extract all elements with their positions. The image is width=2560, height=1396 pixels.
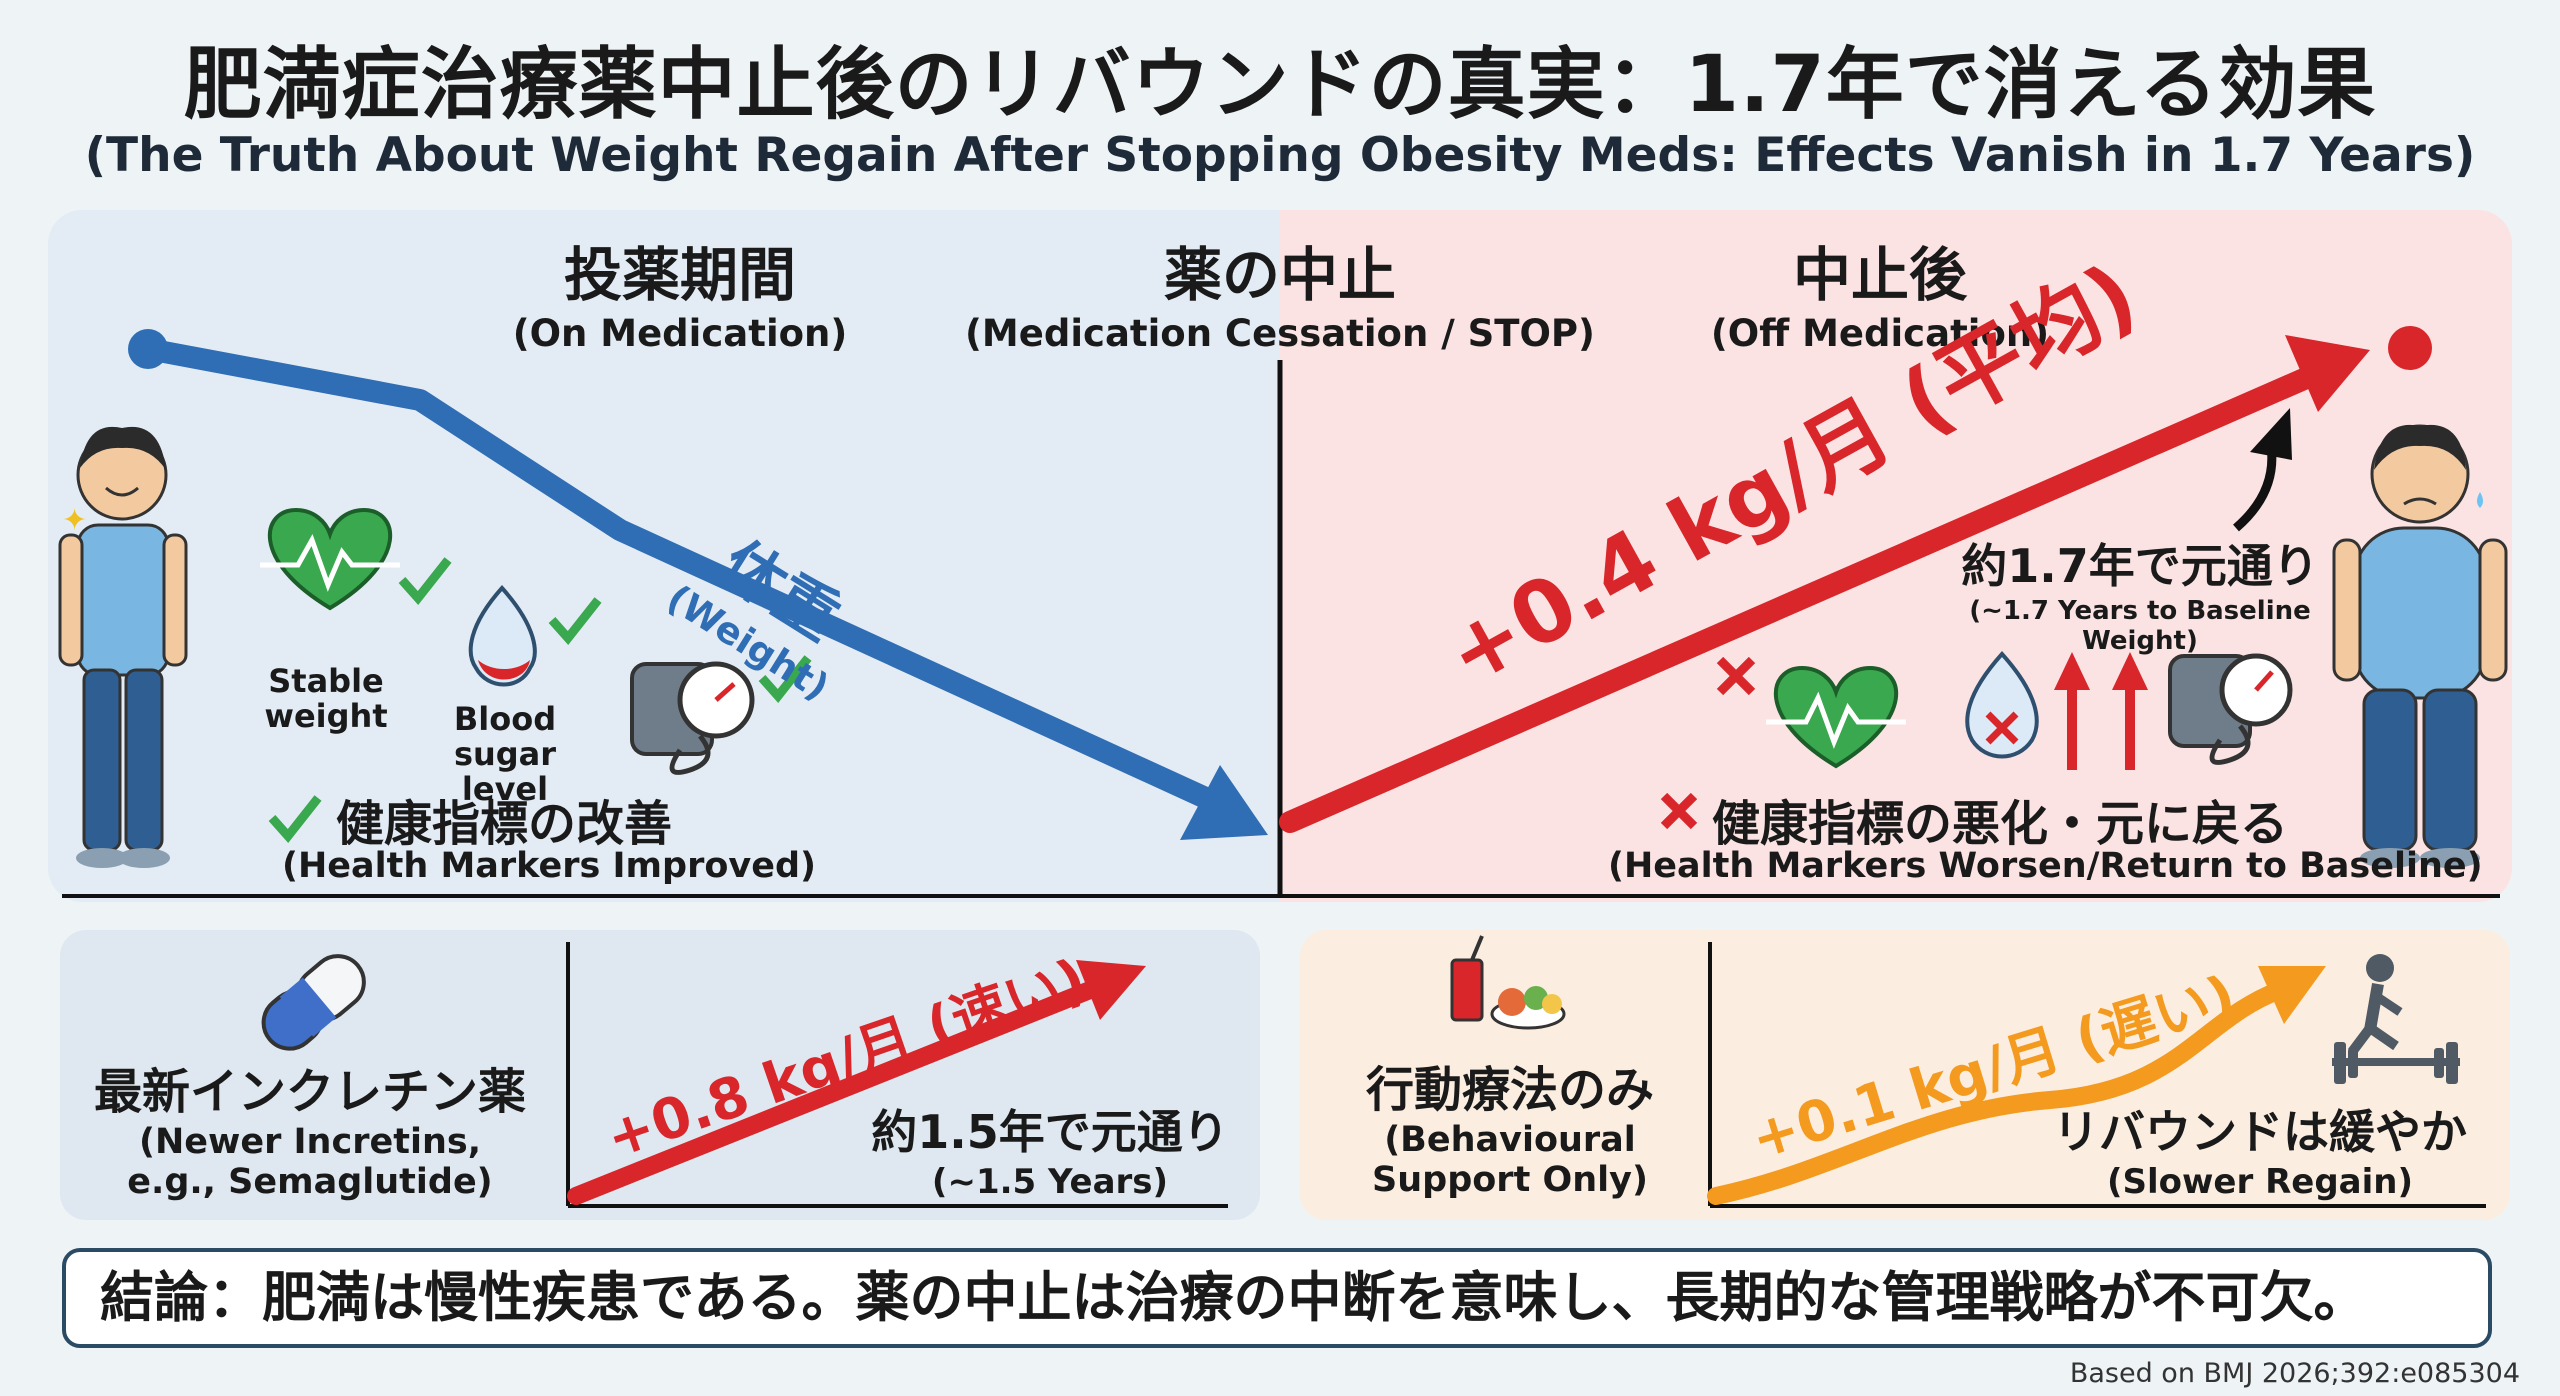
- section-on-en: (On Medication): [512, 312, 848, 355]
- blood-drop-icon: [468, 584, 537, 687]
- junk-food-icon: [1450, 935, 1566, 1030]
- behavioural-label: 行動療法のみ (Behavioural Support Only): [1310, 1050, 1710, 1201]
- check-icon: [268, 795, 322, 844]
- behavioural-result-jp: リバウンドは緩やか: [2053, 1105, 2467, 1159]
- blood-pressure-monitor-icon: [630, 661, 755, 775]
- stable-weight-label: Stable weight: [264, 662, 388, 736]
- cross-mark-icon: [1660, 792, 1698, 830]
- heart-icon: [1766, 665, 1906, 769]
- cross-mark-icon: [1716, 656, 1756, 696]
- weight-regain-arrow: [1279, 326, 2432, 833]
- section-on-jp: 投薬期間: [563, 241, 796, 309]
- behavioural-name-jp: 行動療法のみ: [1365, 1062, 1654, 1118]
- behavioural-name-en1: (Behavioural: [1384, 1120, 1636, 1160]
- svg-text:✦: ✦: [62, 503, 87, 538]
- overweight-person-icon: [2332, 424, 2508, 868]
- check-icon: [548, 597, 602, 646]
- slim-person-icon: ✦: [58, 426, 188, 868]
- incretin-return-en: (~1.5 Years): [931, 1162, 1169, 1202]
- behavioural-name-en2: Support Only): [1372, 1160, 1648, 1201]
- section-stop: 薬の中止 (Medication Cessation / STOP): [960, 228, 1600, 355]
- return-jp: 約1.7年で元通り: [1961, 539, 2319, 593]
- exercise-person-icon: [2332, 954, 2460, 1084]
- incretin-name-en2: e.g., Semaglutide): [127, 1162, 493, 1203]
- improved-jp: 健康指標の改善: [336, 796, 673, 852]
- source-citation: Based on BMJ 2026;392:e085304: [2069, 1358, 2520, 1389]
- incretin-name-en1: (Newer Incretins,: [138, 1122, 481, 1162]
- incretin-label: 最新インクレチン薬 (Newer Incretins, e.g., Semagl…: [60, 1052, 560, 1203]
- blood-drop-icon: [1965, 651, 2039, 759]
- worsen-jp: 健康指標の悪化・元に戻る: [1712, 796, 2289, 852]
- conclusion-box: 結論：肥満は慢性疾患である。薬の中止は治療の中断を意味し、長期的な管理戦略が不可…: [62, 1248, 2492, 1348]
- blood-pressure-monitor-icon: [2168, 653, 2293, 765]
- incretin-return-jp: 約1.5年で元通り: [871, 1105, 1229, 1159]
- check-icon: [398, 557, 452, 606]
- up-arrow-icon: [2112, 652, 2148, 770]
- check-icon: [758, 655, 812, 704]
- page-title: 肥満症治療薬中止後のリバウンドの真実：1.7年で消える効果: [183, 40, 2377, 130]
- return-en: (~1.7 Years to Baseline Weight): [1969, 596, 2311, 656]
- heart-icon: [260, 507, 400, 611]
- timeline-panel: [48, 210, 2512, 902]
- up-arrow-icon: [2054, 652, 2090, 770]
- conclusion-text: 結論：肥満は慢性疾患である。薬の中止は治療の中断を意味し、長期的な管理戦略が不可…: [100, 1266, 2368, 1329]
- curved-up-arrow-icon: [2233, 408, 2292, 532]
- incretin-regain-arrow: [567, 960, 1146, 1205]
- blood-sugar-label: Blood sugar level: [453, 700, 557, 809]
- improved-en: (Health Markers Improved): [282, 846, 816, 886]
- return-baseline: 約1.7年で元通り (~1.7 Years to Baseline Weight…: [1920, 530, 2360, 656]
- behavioural-regain-arrow: [1707, 966, 2326, 1205]
- pill-capsule-icon: [261, 954, 366, 1051]
- behavioural-result: リバウンドは緩やか (Slower Regain): [2020, 1096, 2500, 1202]
- section-off-en: (Off Medication): [1710, 312, 2050, 355]
- section-stop-jp: 薬の中止: [1163, 241, 1396, 309]
- page-subtitle: (The Truth About Weight Regain After Sto…: [84, 128, 2476, 183]
- section-on-medication: 投薬期間 (On Medication): [420, 228, 940, 355]
- behavioural-result-en: (Slower Regain): [2106, 1162, 2414, 1202]
- section-off-medication: 中止後 (Off Medication): [1640, 228, 2120, 355]
- weight-loss-arrow: [128, 329, 1268, 840]
- section-off-jp: 中止後: [1792, 241, 1967, 309]
- incretin-name-jp: 最新インクレチン薬: [93, 1064, 526, 1120]
- section-stop-en: (Medication Cessation / STOP): [965, 312, 1595, 355]
- incretin-return: 約1.5年で元通り (~1.5 Years): [850, 1096, 1250, 1202]
- worsen-en: (Health Markers Worsen/Return to Baselin…: [1608, 846, 2483, 886]
